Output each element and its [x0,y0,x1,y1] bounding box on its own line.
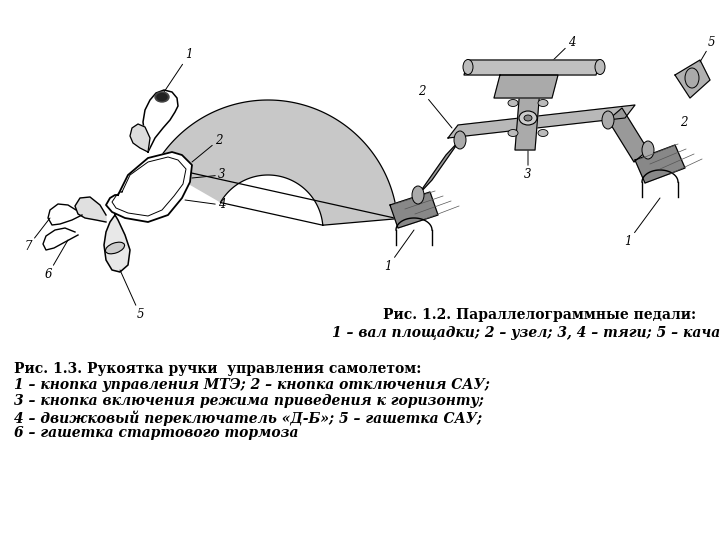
Polygon shape [143,90,178,152]
Text: Рис. 1.2. Параллелограммные педали:: Рис. 1.2. Параллелограммные педали: [384,308,696,322]
Text: 4: 4 [545,36,575,68]
Text: 3: 3 [192,168,225,181]
Text: 6: 6 [44,240,68,281]
Ellipse shape [595,59,605,75]
Ellipse shape [508,130,518,137]
Ellipse shape [538,130,548,137]
Text: 3 – кнопка включения режима приведения к горизонту;: 3 – кнопка включения режима приведения к… [14,394,484,408]
Text: Рис. 1.3. Рукоятка ручки  управления самолетом:: Рис. 1.3. Рукоятка ручки управления само… [14,362,421,376]
Ellipse shape [155,92,169,102]
Ellipse shape [602,111,614,129]
Text: 4 – движковый переключатель «Д-Б»; 5 – гашетка САУ;: 4 – движковый переключатель «Д-Б»; 5 – г… [14,410,482,426]
Ellipse shape [524,115,532,121]
Ellipse shape [685,68,699,88]
Polygon shape [494,75,558,98]
Polygon shape [104,215,130,272]
Text: 4: 4 [185,199,225,212]
Polygon shape [448,105,635,138]
Text: 1: 1 [624,198,660,248]
Text: 2: 2 [418,85,452,128]
Text: 1 – вал площадки; 2 – узел; 3, 4 – тяги; 5 – качалка: 1 – вал площадки; 2 – узел; 3, 4 – тяги;… [332,326,720,340]
Ellipse shape [642,141,654,159]
Text: 5: 5 [700,36,716,62]
Polygon shape [675,60,710,98]
Ellipse shape [157,93,167,100]
Text: 1 – кнопка управления МТЭ; 2 – кнопка отключения САУ;: 1 – кнопка управления МТЭ; 2 – кнопка от… [14,378,490,392]
Text: 1: 1 [384,230,414,273]
Polygon shape [106,152,192,222]
Polygon shape [156,100,397,225]
Text: 6 – гашетка стартового тормоза: 6 – гашетка стартового тормоза [14,426,299,440]
Polygon shape [608,108,648,162]
Polygon shape [75,197,106,222]
Text: 2: 2 [192,133,222,162]
Text: 5: 5 [120,270,144,321]
Ellipse shape [538,99,548,106]
Text: 7: 7 [24,218,50,253]
Polygon shape [464,60,600,75]
Text: 1: 1 [162,49,192,95]
Ellipse shape [454,131,466,149]
Ellipse shape [519,111,537,125]
Ellipse shape [508,99,518,106]
Polygon shape [418,140,460,195]
Ellipse shape [463,59,473,75]
Text: 2: 2 [680,116,688,129]
Text: 3: 3 [524,138,532,181]
Ellipse shape [105,242,125,254]
Polygon shape [635,145,685,183]
Polygon shape [515,88,540,150]
Polygon shape [390,192,438,228]
Polygon shape [130,124,150,152]
Ellipse shape [412,186,424,204]
